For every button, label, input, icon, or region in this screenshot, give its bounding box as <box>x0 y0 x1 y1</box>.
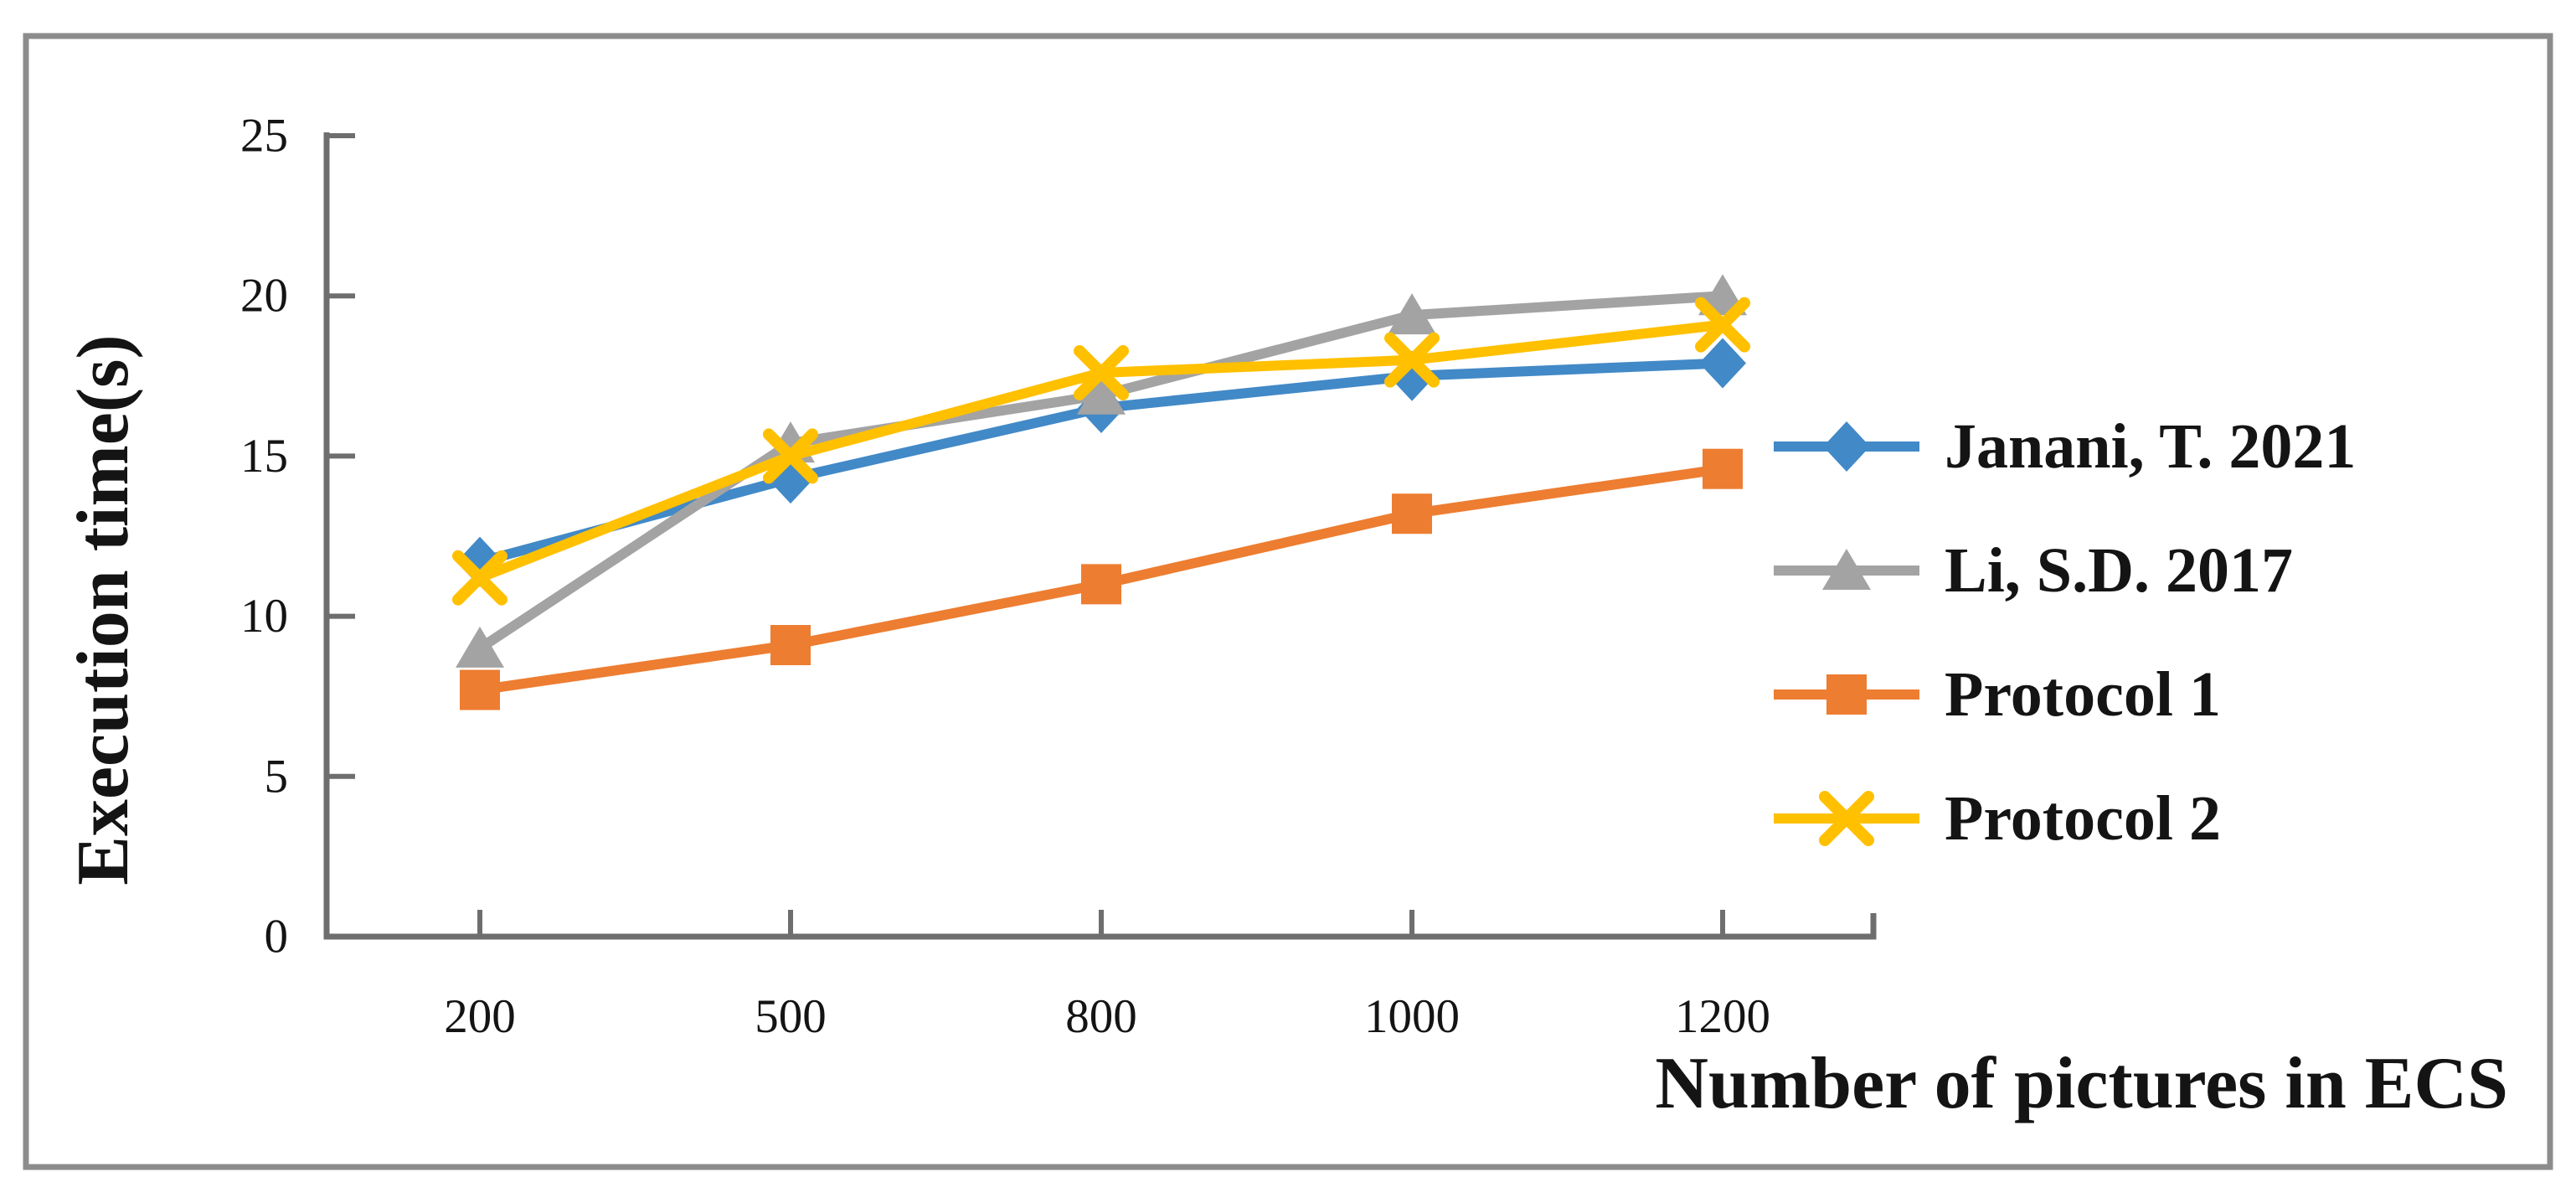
legend-label: Protocol 2 <box>1945 783 2221 854</box>
y-tick-label: 15 <box>240 430 288 483</box>
data-point-marker-x <box>763 428 818 484</box>
x-tick-label: 800 <box>1065 990 1137 1043</box>
data-series <box>452 274 1750 710</box>
data-point-marker-square <box>460 669 500 710</box>
legend-item: Protocol 2 <box>1774 783 2221 854</box>
x-tick-label: 500 <box>755 990 827 1043</box>
series-li-s-d-2017 <box>456 274 1747 668</box>
legend-label: Janani, T. 2021 <box>1945 411 2356 482</box>
y-tick-label: 20 <box>240 270 288 323</box>
data-point-marker-triangle <box>1388 293 1436 335</box>
data-point-marker-square <box>1703 448 1743 489</box>
y-tick-label: 5 <box>265 750 289 803</box>
y-tick-label: 0 <box>265 911 289 963</box>
y-axis-tick-labels: 0 5 10 15 20 25 <box>240 110 288 963</box>
y-tick-label: 10 <box>240 590 288 643</box>
axis-lines <box>323 132 1877 940</box>
y-tick-label: 25 <box>240 110 288 163</box>
legend-item: Li, S.D. 2017 <box>1774 535 2293 606</box>
legend-label: Protocol 1 <box>1945 659 2221 730</box>
legend-item: Janani, T. 2021 <box>1774 411 2356 482</box>
data-point-marker-square <box>1826 674 1867 715</box>
data-point-marker-x <box>452 550 507 606</box>
data-point-marker-diamond <box>1699 338 1746 389</box>
y-axis-title: Execution time(s) <box>63 334 144 885</box>
axes <box>323 132 1877 940</box>
x-tick-label: 1000 <box>1364 990 1460 1043</box>
x-tick-label: 200 <box>444 990 516 1043</box>
data-point-marker-x <box>1074 344 1129 400</box>
series-protocol-2 <box>452 297 1750 606</box>
data-point-marker-triangle <box>456 626 504 668</box>
data-point-marker-square <box>1081 564 1121 605</box>
data-point-marker-triangle <box>1822 549 1871 590</box>
figure-border <box>23 33 2553 1170</box>
data-point-marker-x <box>1819 791 1874 846</box>
series-protocol-1 <box>460 448 1743 710</box>
data-point-marker-triangle <box>1077 373 1126 415</box>
x-axis-title: Number of pictures in ECS <box>1655 1043 2508 1124</box>
data-point-marker-x <box>1695 297 1750 353</box>
data-point-marker-square <box>1392 493 1432 534</box>
x-axis-tick-labels: 200 500 800 1000 1200 <box>444 990 1770 1043</box>
x-tick-label: 1200 <box>1675 990 1770 1043</box>
data-point-marker-x <box>1384 332 1440 388</box>
data-point-marker-square <box>770 625 811 666</box>
legend-item: Protocol 1 <box>1774 659 2221 730</box>
legend: Janani, T. 2021 Li, S.D. 2017 Protocol 1 Pr… <box>1774 411 2356 854</box>
legend-label: Li, S.D. 2017 <box>1945 535 2293 606</box>
data-point-marker-diamond <box>1823 421 1870 472</box>
series-line <box>475 319 1728 583</box>
